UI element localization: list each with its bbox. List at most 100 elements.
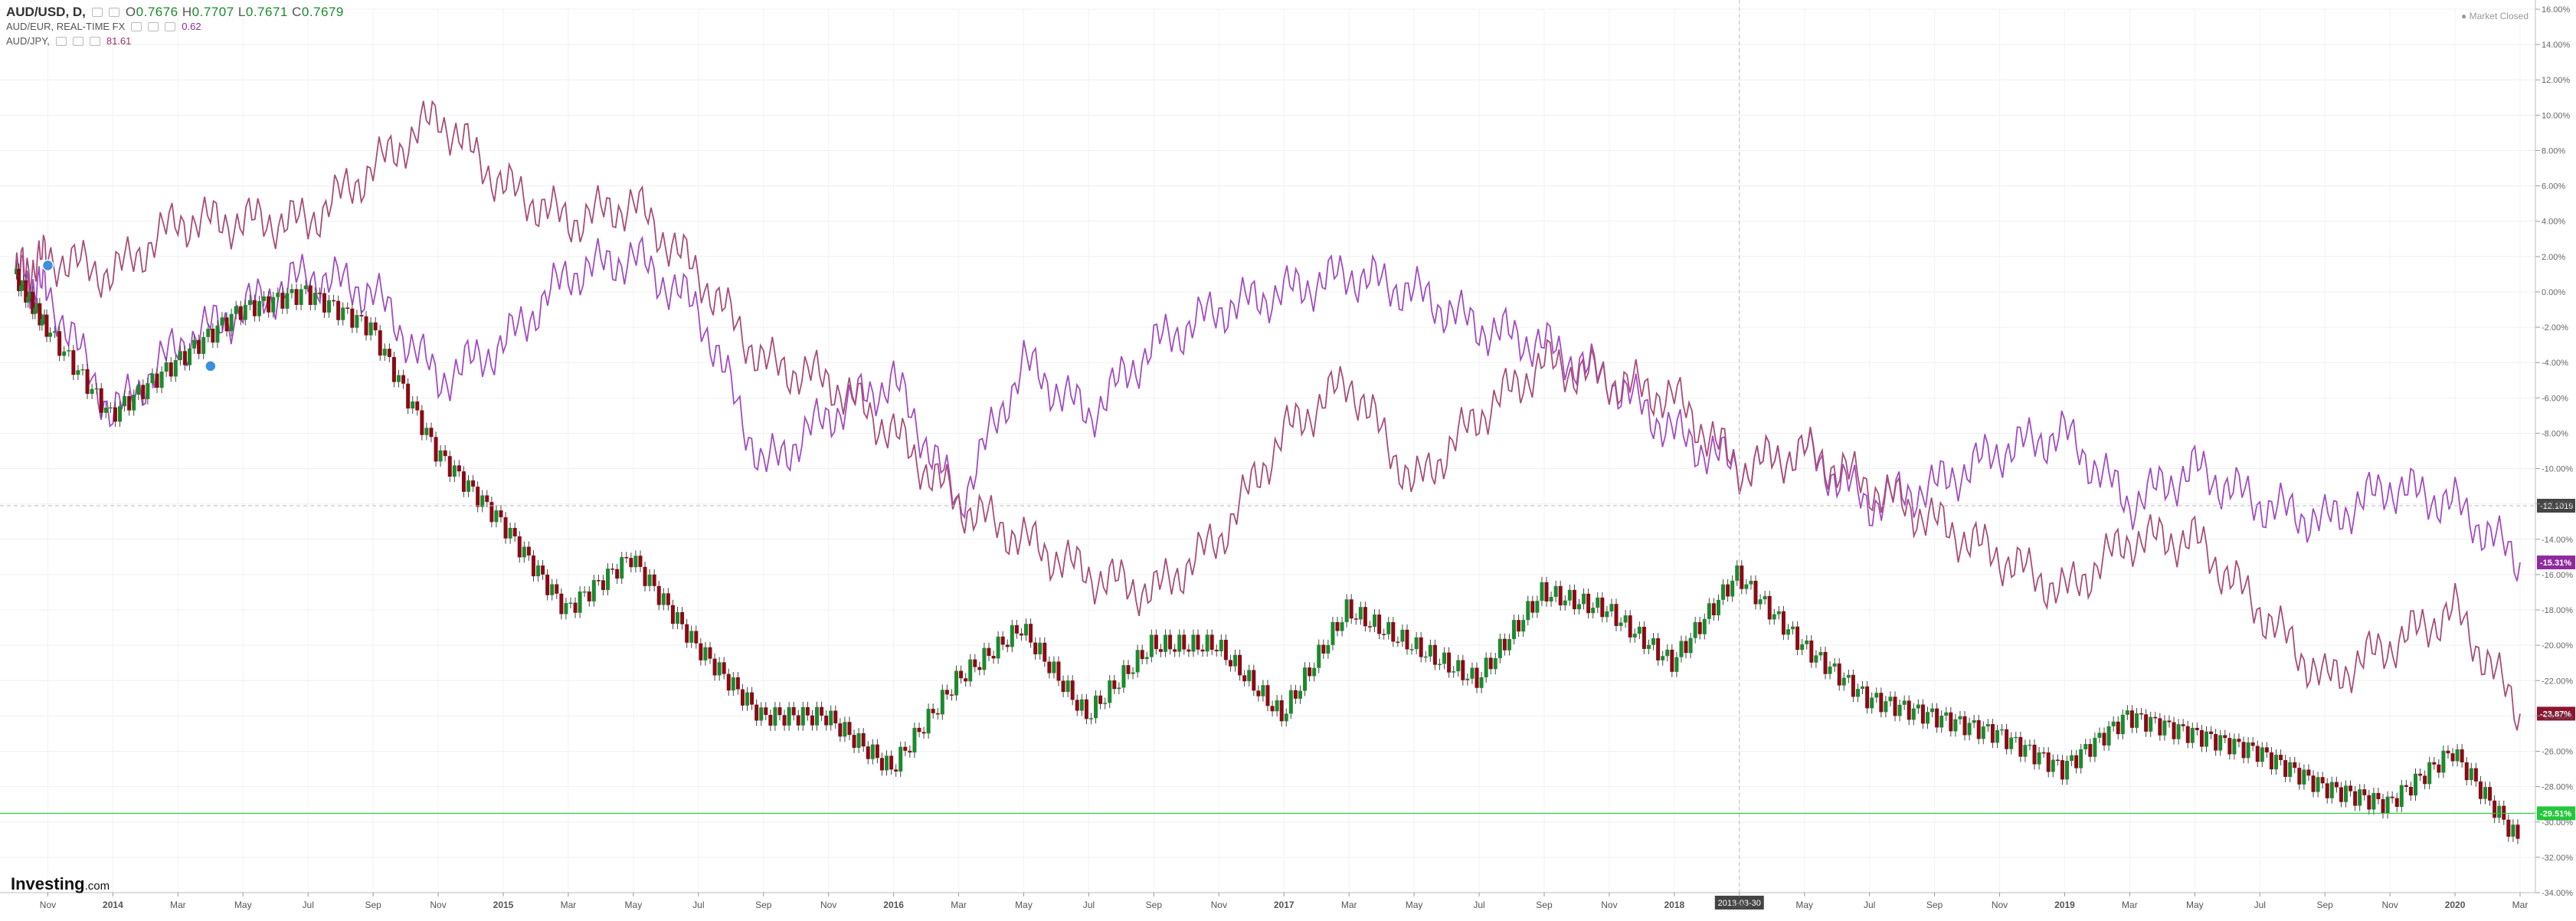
- candle-body: [2051, 759, 2055, 772]
- candle-body: [1609, 604, 1614, 611]
- candle-body: [1005, 644, 1010, 647]
- x-tick-label: Mar: [1731, 900, 1747, 910]
- y-tick-label: -20.00%: [2542, 641, 2573, 651]
- candle-body: [1047, 661, 1052, 674]
- candle-body: [1846, 674, 1851, 678]
- candle-body: [188, 348, 192, 365]
- candle-body: [1614, 604, 1619, 626]
- candle-body: [238, 306, 243, 320]
- eye-icon[interactable]: [131, 21, 142, 31]
- candle-body: [1721, 584, 1726, 600]
- candle-body: [1461, 660, 1465, 680]
- candle-body: [17, 268, 21, 291]
- candle-body: [1535, 601, 1540, 613]
- candle-body: [382, 349, 387, 356]
- candle-body: [1423, 656, 1428, 658]
- candle-body: [591, 580, 596, 601]
- candle-body: [2088, 744, 2093, 757]
- candle-body: [541, 565, 545, 575]
- candle-body: [2144, 714, 2149, 732]
- main-symbol[interactable]: AUD/USD, D,: [6, 5, 86, 19]
- candle-body: [1409, 649, 1414, 651]
- candle-body: [313, 293, 317, 305]
- compare-value-eur: 0.62: [182, 21, 201, 32]
- candle-body: [2423, 775, 2427, 785]
- candle-body: [15, 268, 19, 274]
- brand-suffix: .com: [84, 880, 110, 893]
- candle-body: [113, 407, 117, 422]
- candle-body: [2264, 747, 2269, 752]
- candle-body: [1135, 650, 1140, 673]
- candle-body: [2358, 789, 2362, 806]
- candle-body: [2134, 713, 2139, 728]
- candle-body: [1158, 649, 1163, 652]
- eye-icon[interactable]: [91, 7, 103, 17]
- candle-body: [1656, 637, 1661, 660]
- settings-icon[interactable]: [148, 21, 159, 31]
- candle-body: [875, 744, 879, 759]
- candle-body: [2079, 749, 2083, 769]
- candle-body: [2334, 782, 2339, 788]
- compare-label-eur[interactable]: AUD/EUR, REAL-TIME FX: [6, 21, 126, 32]
- candle-body: [466, 480, 471, 492]
- close-icon[interactable]: [165, 21, 176, 31]
- candle-body: [1061, 680, 1065, 693]
- settings-icon[interactable]: [72, 36, 83, 46]
- candle-body: [1517, 620, 1521, 632]
- candle-body: [2028, 744, 2032, 746]
- candle-body: [1874, 693, 1879, 698]
- x-tick-label: 2020: [2445, 900, 2466, 910]
- candle-body: [1303, 667, 1308, 691]
- candle-body: [1888, 696, 1893, 702]
- candle-body: [968, 659, 973, 682]
- candle-body: [1331, 621, 1335, 645]
- candle-body: [977, 667, 982, 670]
- candle-body: [2473, 768, 2478, 782]
- candle-body: [633, 556, 638, 568]
- candle-body: [1939, 715, 1944, 728]
- candle-body: [215, 325, 220, 343]
- candle-body: [178, 351, 182, 360]
- candle-body: [1140, 650, 1144, 660]
- candle-body: [1665, 649, 1670, 657]
- candle-body: [1405, 629, 1409, 650]
- settings-icon[interactable]: [108, 7, 119, 17]
- candle-body: [368, 322, 373, 336]
- candle-body: [1256, 690, 1261, 696]
- close-icon[interactable]: [89, 36, 100, 46]
- candle-body: [2046, 752, 2051, 772]
- candle-body: [1865, 686, 1870, 709]
- candle-body: [2070, 755, 2074, 761]
- candle-body: [861, 733, 866, 747]
- candle-body: [457, 465, 461, 472]
- x-tick-label: 2017: [1274, 900, 1295, 910]
- candle-body: [2273, 755, 2278, 770]
- low-value: 0.7671: [245, 5, 288, 19]
- candle-body: [601, 580, 605, 590]
- candle-body: [2343, 785, 2348, 802]
- candle-body: [373, 322, 378, 331]
- legend-compare-jpy: AUD/JPY, 81.61: [6, 34, 344, 48]
- candle-body: [141, 385, 146, 399]
- aud-usd-candles: [15, 263, 2520, 844]
- y-axis: 16.00% 14.00% 12.00% 10.00% 8.00% 6.00% 4.00% 2…: [2535, 0, 2573, 898]
- candle-body: [587, 591, 591, 601]
- candle-body: [1619, 622, 1623, 626]
- candle-body: [2083, 744, 2088, 749]
- y-tick-label: 10.00%: [2542, 111, 2571, 120]
- candle-body: [1024, 624, 1029, 636]
- candle-body: [1177, 634, 1182, 652]
- candle-body: [2097, 733, 2102, 738]
- compare-label-jpy[interactable]: AUD/JPY,: [6, 35, 50, 47]
- candle-body: [940, 690, 944, 715]
- candle-body: [1576, 604, 1581, 610]
- eye-icon[interactable]: [55, 36, 67, 46]
- candle-body: [1707, 603, 1711, 619]
- candle-body: [1275, 700, 1279, 712]
- candle-body: [103, 408, 108, 413]
- candle-body: [1861, 686, 1865, 690]
- last-value-badge-jpy-text: -23.87%: [2540, 710, 2571, 719]
- candle-body: [1920, 704, 1925, 724]
